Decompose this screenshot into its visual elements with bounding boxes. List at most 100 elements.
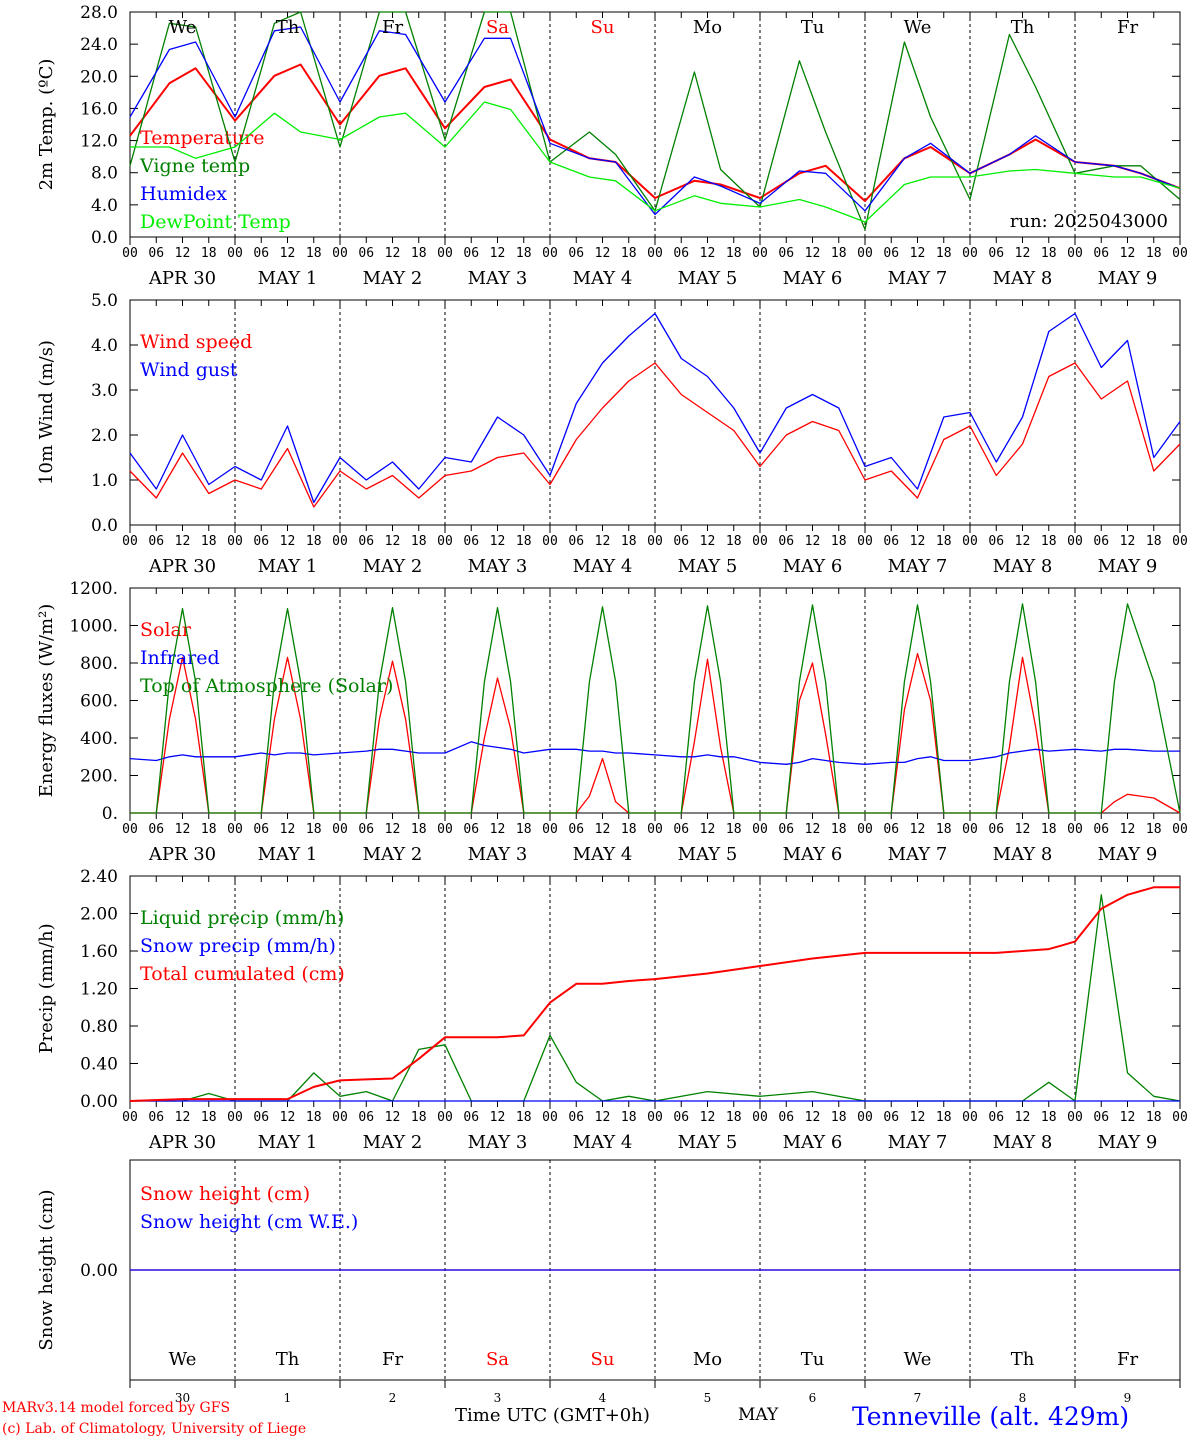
y-tick-label: 200. (80, 767, 118, 787)
x-hour-label: 12 (1120, 534, 1136, 549)
y-tick-label: 600. (80, 692, 118, 712)
y-tick-label: 1000. (69, 617, 118, 637)
y-tick-label: 1200. (69, 579, 118, 599)
x-hour-label: 18 (1146, 246, 1162, 261)
x-hour-label: 18 (201, 246, 217, 261)
x-date-label: MAY 4 (573, 268, 633, 289)
series-line-humidex (129, 26, 1181, 216)
x-hour-label: 18 (831, 246, 847, 261)
x-hour-label: 06 (883, 246, 899, 261)
x-date-label: MAY 6 (783, 1132, 843, 1153)
x-hour-label: 12 (385, 246, 401, 261)
x-hour-label: 12 (1015, 246, 1031, 261)
x-hour-label: 00 (647, 246, 663, 261)
y-tick-label: 0.0 (91, 516, 118, 536)
y-tick-label: 2.40 (80, 867, 118, 887)
day-name-label: Mo (693, 1349, 722, 1370)
x-hour-label: 06 (253, 822, 269, 837)
x-date-label: MAY 4 (573, 1132, 633, 1153)
x-date-label: MAY 5 (678, 1132, 738, 1153)
x-hour-label: 18 (411, 822, 427, 837)
x-hour-label: 12 (910, 246, 926, 261)
x-date-label: APR 30 (148, 268, 216, 289)
x-date-label: APR 30 (148, 844, 216, 865)
x-day-number: 5 (704, 1391, 712, 1405)
x-date-label: MAY 6 (783, 556, 843, 577)
x-hour-label: 06 (358, 1110, 374, 1125)
x-hour-label: 18 (201, 1110, 217, 1125)
x-hour-label: 06 (988, 1110, 1004, 1125)
x-hour-label: 12 (805, 246, 821, 261)
x-hour-label: 18 (306, 822, 322, 837)
series-line-infrared (129, 741, 1180, 765)
x-hour-label: 12 (280, 822, 296, 837)
legend-entry: DewPoint Temp (140, 211, 291, 233)
x-hour-label: 00 (752, 534, 768, 549)
panel-frame-2 (129, 587, 1181, 814)
x-hour-label: 06 (778, 822, 794, 837)
footer-credit-line2: (c) Lab. of Climatology, University of L… (2, 1421, 307, 1437)
x-date-label: MAY 9 (1098, 268, 1158, 289)
x-hour-label: 18 (621, 246, 637, 261)
day-name-label: Sa (486, 1349, 509, 1370)
y-tick-label: 5.0 (91, 291, 118, 311)
x-hour-label: 18 (726, 534, 742, 549)
x-date-label: MAY 3 (468, 1132, 528, 1153)
x-date-label: MAY 9 (1098, 556, 1158, 577)
day-name-label: Th (276, 1349, 300, 1370)
x-hour-label: 12 (175, 534, 191, 549)
y-tick-label: 12.0 (80, 132, 118, 152)
x-hour-label: 00 (1172, 246, 1188, 261)
x-hour-label: 06 (253, 1110, 269, 1125)
x-hour-label: 18 (1146, 1110, 1162, 1125)
run-label: run: 2025043000 (1010, 211, 1168, 232)
x-hour-label: 06 (883, 1110, 899, 1125)
x-date-label: MAY 8 (993, 844, 1053, 865)
x-hour-label: 12 (280, 1110, 296, 1125)
x-hour-label: 12 (385, 822, 401, 837)
x-hour-label: 12 (910, 1110, 926, 1125)
x-hour-label: 18 (621, 1110, 637, 1125)
x-hour-label: 12 (700, 822, 716, 837)
x-hour-label: 00 (227, 534, 243, 549)
x-hour-label: 18 (1146, 534, 1162, 549)
day-name-label: Fr (382, 17, 403, 38)
x-hour-label: 18 (411, 534, 427, 549)
x-hour-label: 12 (490, 534, 506, 549)
x-hour-label: 06 (1093, 1110, 1109, 1125)
day-name-label: We (169, 1349, 197, 1370)
x-hour-label: 00 (857, 246, 873, 261)
x-hour-label: 18 (936, 1110, 952, 1125)
x-hour-label: 18 (516, 822, 532, 837)
x-date-label: MAY 7 (888, 1132, 948, 1153)
legend-entry: Liquid precip (mm/h) (140, 907, 344, 929)
x-hour-label: 18 (726, 822, 742, 837)
x-hour-label: 06 (358, 246, 374, 261)
x-hour-label: 12 (910, 534, 926, 549)
x-hour-label: 06 (673, 534, 689, 549)
y-axis-label: 10m Wind (m/s) (36, 340, 57, 485)
x-hour-label: 00 (647, 822, 663, 837)
y-tick-label: 0.0 (91, 228, 118, 248)
x-hour-label: 06 (988, 246, 1004, 261)
y-tick-label: 0.80 (80, 1017, 118, 1037)
x-date-label: APR 30 (148, 556, 216, 577)
y-tick-label: 28.0 (80, 3, 118, 23)
x-hour-label: 18 (516, 1110, 532, 1125)
y-axis-label: 2m Temp. (ºC) (36, 59, 57, 191)
x-hour-label: 06 (568, 534, 584, 549)
day-name-label: Su (591, 1349, 615, 1370)
legend-entry: Humidex (140, 183, 227, 205)
x-hour-label: 00 (857, 822, 873, 837)
x-hour-label: 12 (700, 246, 716, 261)
x-date-label: MAY 4 (573, 844, 633, 865)
x-hour-label: 06 (1093, 822, 1109, 837)
x-hour-label: 12 (805, 1110, 821, 1125)
y-tick-label: 24.0 (80, 35, 118, 55)
x-hour-label: 12 (700, 534, 716, 549)
x-date-label: MAY 5 (678, 844, 738, 865)
x-hour-label: 12 (805, 534, 821, 549)
x-hour-label: 18 (1041, 246, 1057, 261)
x-hour-label: 12 (1015, 822, 1031, 837)
legend-entry: Wind speed (140, 331, 252, 353)
